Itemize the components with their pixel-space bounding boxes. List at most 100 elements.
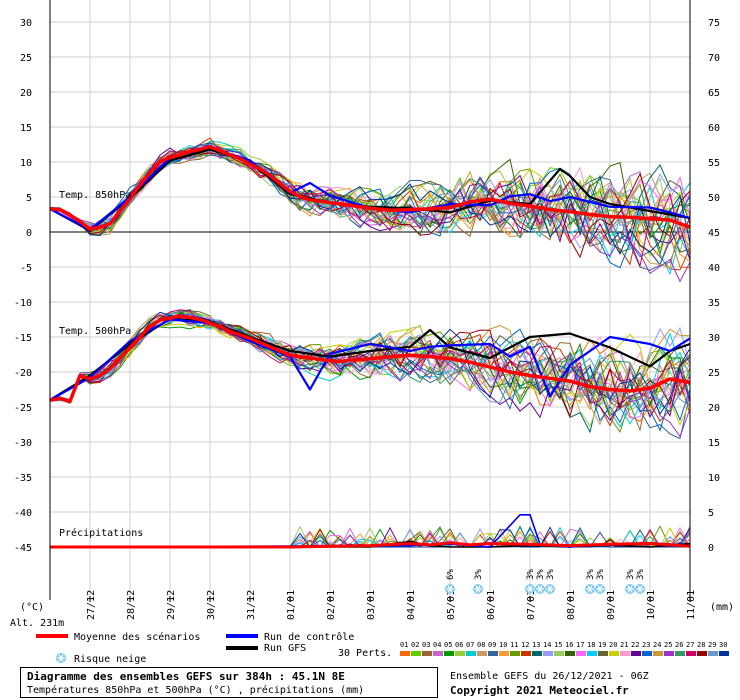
right-tick-label: 30 [708,333,720,344]
pert-id-label: 23 [642,641,650,649]
date-label: 10/01 [646,590,657,620]
pert-id-label: 21 [620,641,628,649]
right-tick-label: 70 [708,53,720,64]
pert-color-swatch [642,651,652,656]
chart-subtitle: Températures 850hPa et 500hPa (°C) , pré… [27,685,365,696]
date-label: 01/01 [286,590,297,620]
pert-color-swatch [444,651,454,656]
pert-id-label: 30 [719,641,727,649]
snowflake-arm [587,585,593,593]
date-label: 31/12 [246,590,257,620]
pert-id-label: 05 [444,641,452,649]
legend-snow-label: Risque neige [74,654,146,665]
pert-id-label: 16 [565,641,573,649]
pert-id-label: 04 [433,641,441,649]
snowflake-icon [525,584,535,594]
right-tick-label: 50 [708,193,720,204]
altitude-label: Alt. 231m [10,618,64,629]
right-tick-label: 10 [708,473,720,484]
pert-color-swatch [587,651,597,656]
snowflake-arm [447,585,453,593]
date-label: 09/01 [606,590,617,620]
pert-color-swatch [653,651,663,656]
pert-id-label: 02 [411,641,419,649]
label-precip: Précipitations [59,527,143,539]
left-tick-label: -35 [14,473,32,484]
date-label: 04/01 [406,590,417,620]
snowflake-icon [445,584,455,594]
pert-color-swatch [576,651,586,656]
left-tick-label: -30 [14,438,32,449]
snowflake-icon [535,584,545,594]
footer-right: Ensemble GEFS du 26/12/2021 - 06Z Copyri… [450,670,649,698]
right-tick-label: 0 [708,543,714,554]
pert-color-swatch [631,651,641,656]
perturbation-line [49,311,691,415]
snowflake-icon [473,584,483,594]
pert-color-swatch [664,651,674,656]
snow-risk-pct: 3% [586,569,596,580]
pert-id-label: 01 [400,641,408,649]
pert-id-label: 06 [455,641,463,649]
snowflake-icon [635,584,645,594]
pert-color-swatch [675,651,685,656]
pert-id-label: 17 [576,641,584,649]
left-tick-label: 25 [20,53,32,64]
date-label: 30/12 [206,590,217,620]
snow-risk-pct: 3% [546,569,556,580]
pert-color-swatch [466,651,476,656]
pert-id-label: 26 [675,641,683,649]
ensemble-run-label: Ensemble GEFS du 26/12/2021 - 06Z [450,671,649,682]
pert-id-label: 07 [466,641,474,649]
right-tick-label: 15 [708,438,720,449]
snowflake-icon [585,584,595,594]
date-label: 29/12 [166,590,177,620]
pert-id-label: 08 [477,641,485,649]
right-tick-label: 35 [708,298,720,309]
right-tick-label: 5 [708,508,714,519]
left-tick-label: -40 [14,508,32,519]
snowflake-arm [527,585,533,593]
pert-color-swatch [422,651,432,656]
left-tick-label: 0 [26,228,32,239]
pert-id-label: 27 [686,641,694,649]
date-label: 03/01 [366,590,377,620]
pert-color-swatch [400,651,410,656]
pert-id-label: 29 [708,641,716,649]
series-line-t500 [49,318,691,401]
left-tick-label: -20 [14,368,32,379]
snow-risk-pct: 3% [536,569,546,580]
pert-id-label: 12 [521,641,529,649]
snowflake-arm [597,585,603,593]
legend-mean-label: Moyenne des scénarios [74,631,200,643]
perts-label: 30 Perts. [338,648,392,659]
pert-id-label: 28 [697,641,705,649]
pert-id-label: 24 [653,641,661,649]
snow-risk-pct: 6% [446,569,456,580]
date-label: 11/01 [686,590,697,620]
legend-control-label: Run de contrôle [264,631,354,643]
pert-color-swatch [488,651,498,656]
main-series-lines [49,144,691,549]
snowflake-arm [637,585,643,593]
snowflake-arm [627,585,633,593]
pert-color-swatch [620,651,630,656]
date-label: 02/01 [326,590,337,620]
snow-risk-pct: 3% [474,569,484,580]
pert-id-label: 09 [488,641,496,649]
snowflake-arm [475,585,481,593]
date-label: 08/01 [566,590,577,620]
pert-color-swatch [411,651,421,656]
right-tick-label: 60 [708,123,720,134]
pert-color-swatch [543,651,553,656]
snowflake-arm [58,654,64,662]
left-tick-label: -10 [14,298,32,309]
left-unit: (°C) [20,602,44,613]
pert-id-label: 22 [631,641,639,649]
series-line-t500 [49,314,691,404]
pert-color-swatch [554,651,564,656]
snow-risk-pct: 3% [626,569,636,580]
left-tick-label: -15 [14,333,32,344]
snowflake-icon [625,584,635,594]
